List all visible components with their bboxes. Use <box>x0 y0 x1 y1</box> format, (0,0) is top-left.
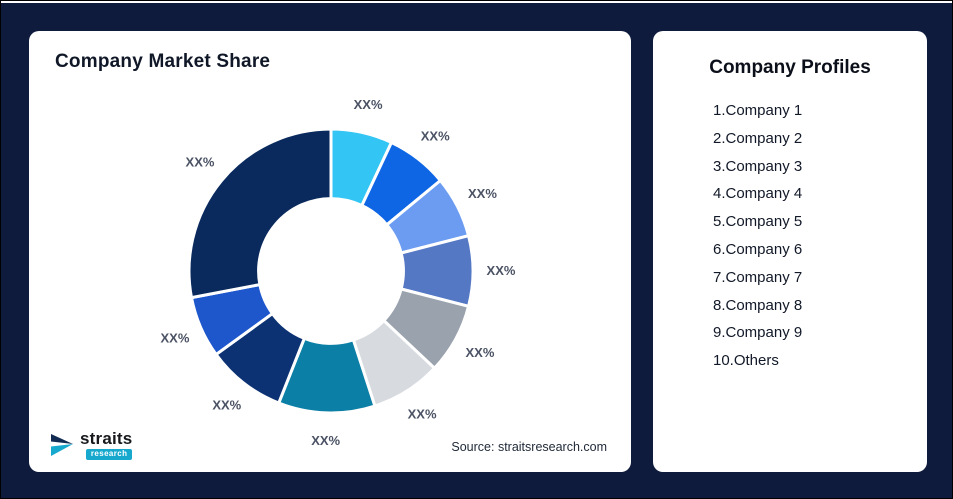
slice-label: XX% <box>487 263 516 278</box>
donut-chart: XX% XX% XX% XX% XX% XX% XX% XX% XX% XX% <box>161 97 516 448</box>
source-attribution: Source: straitsresearch.com <box>451 440 607 454</box>
slice-label: XX% <box>161 331 190 346</box>
slice-label: XX% <box>468 186 497 201</box>
market-share-card: Company Market Share XX% XX% XX% XX% XX% XX% X… <box>29 31 631 472</box>
slice-label: XX% <box>421 129 450 144</box>
list-item: 3.Company 3 <box>713 157 803 175</box>
slice-label: XX% <box>311 433 340 448</box>
list-item: 2.Company 2 <box>713 129 803 147</box>
logo-texts: straits research <box>80 429 133 460</box>
list-item: 6.Company 6 <box>713 240 803 258</box>
list-item: 7.Company 7 <box>713 268 803 286</box>
company-profiles-card: Company Profiles 1.Company 1 2.Company 2… <box>653 31 927 472</box>
profiles-title: Company Profiles <box>709 57 871 78</box>
slice-label: XX% <box>212 397 241 412</box>
company-profiles-list: 1.Company 1 2.Company 2 3.Company 3 4.Co… <box>653 97 927 375</box>
list-item: 9.Company 9 <box>713 324 803 342</box>
logo-name: straits <box>80 429 133 448</box>
list-item: 5.Company 5 <box>713 213 803 231</box>
slice-label: XX% <box>466 345 495 360</box>
slice-label: XX% <box>354 97 383 112</box>
logo-subtitle: research <box>85 449 133 460</box>
straits-research-logo: straits research <box>49 429 133 460</box>
list-item: 8.Company 8 <box>713 296 803 314</box>
slice-label: XX% <box>186 155 215 170</box>
list-item: 4.Company 4 <box>713 185 803 203</box>
list-item: 10.Others <box>713 352 779 370</box>
chart-title: Company Market Share <box>55 51 271 72</box>
list-item: 1.Company 1 <box>713 102 803 119</box>
straits-logo-icon <box>51 434 73 456</box>
donut-slice-10 <box>187 127 333 300</box>
slice-label: XX% <box>408 407 437 422</box>
